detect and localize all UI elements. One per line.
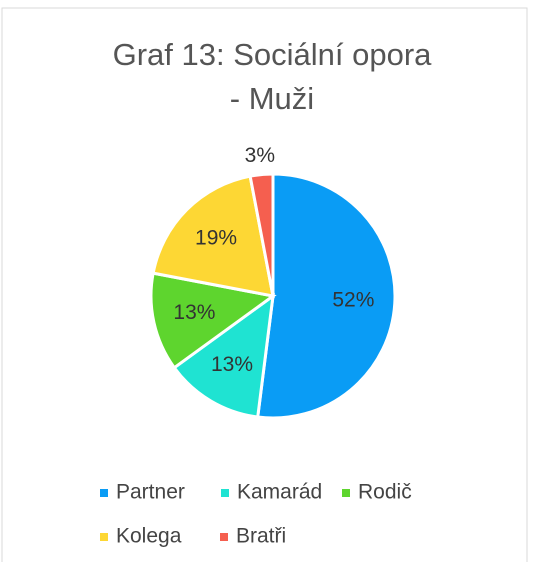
legend-swatch [100, 489, 108, 497]
pie-slice [248, 172, 275, 297]
data-label: 13% [211, 353, 253, 376]
legend-swatch [221, 489, 229, 497]
data-label: 52% [332, 289, 374, 312]
legend-label: Partner [116, 481, 185, 504]
pie-slice [151, 174, 275, 298]
data-label: 3% [245, 144, 275, 167]
legend-swatch [100, 533, 108, 541]
legend-swatch [342, 489, 350, 497]
pie-slice [172, 292, 275, 419]
data-label: 19% [195, 227, 237, 250]
data-label: 13% [173, 301, 215, 324]
chart-title: Graf 13: Sociální opora - Muži [113, 37, 433, 116]
pie-slice [256, 172, 397, 420]
legend-label: Rodič [358, 481, 412, 504]
legend-label: Kolega [116, 525, 182, 548]
legend-label: Kamarád [237, 481, 322, 504]
legend-swatch [220, 533, 228, 541]
legend-label: Bratři [236, 525, 286, 548]
pie-slice [149, 271, 277, 370]
